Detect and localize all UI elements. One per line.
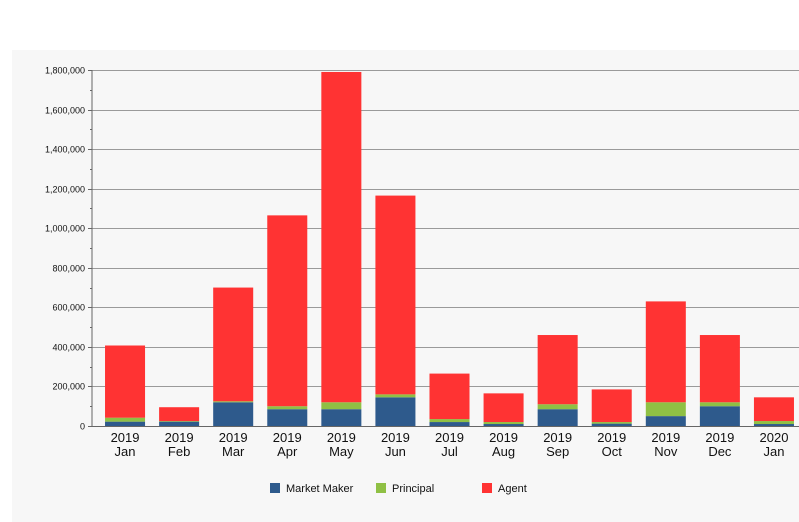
bar-segment xyxy=(321,402,362,410)
bar-segment xyxy=(429,373,470,420)
bar-segment xyxy=(375,195,416,395)
bar-segment xyxy=(267,406,308,410)
bar-segment xyxy=(483,422,524,425)
bar-segment xyxy=(645,301,686,403)
y-tick-label: 600,000 xyxy=(52,303,85,313)
x-axis: 2019Jan2019Feb2019Mar2019Apr2019May2019J… xyxy=(111,430,789,459)
legend-swatch xyxy=(482,483,492,493)
legend-label: Market Maker xyxy=(286,483,354,495)
x-tick-label-month: Apr xyxy=(277,444,298,459)
x-tick-label-year: 2019 xyxy=(327,430,356,445)
y-tick-label: 1,000,000 xyxy=(45,224,85,234)
x-tick-label-year: 2019 xyxy=(219,430,248,445)
bar-segment xyxy=(537,409,578,426)
bar-segment xyxy=(105,345,146,418)
bar-segment xyxy=(645,416,686,426)
bar-segment xyxy=(753,397,794,422)
bar-segment xyxy=(483,424,524,426)
bars xyxy=(105,71,794,426)
legend: Market Maker Principal Agent xyxy=(270,483,527,495)
y-tick-label: 1,800,000 xyxy=(45,66,85,76)
bar-segment xyxy=(105,417,146,422)
gridlines xyxy=(92,70,799,427)
x-tick-label-year: 2019 xyxy=(381,430,410,445)
x-tick-label-year: 2019 xyxy=(273,430,302,445)
x-tick-label-year: 2019 xyxy=(543,430,572,445)
y-tick-label: 200,000 xyxy=(52,382,85,392)
x-tick-label-month: Mar xyxy=(222,444,245,459)
bar-segment xyxy=(699,406,740,426)
x-tick-label-month: Nov xyxy=(654,444,678,459)
x-tick-label-year: 2020 xyxy=(760,430,789,445)
bar-segment xyxy=(537,335,578,405)
x-tick-label-month: Jul xyxy=(441,444,458,459)
bar-segment xyxy=(321,71,362,403)
legend-label: Agent xyxy=(498,483,527,495)
x-tick-label-month: Sep xyxy=(546,444,569,459)
y-tick-label: 800,000 xyxy=(52,264,85,274)
bar-segment xyxy=(429,422,470,426)
bar-segment xyxy=(699,402,740,407)
bar-segment xyxy=(645,402,686,417)
bar-segment xyxy=(321,409,362,426)
legend-swatch xyxy=(270,483,280,493)
bar-segment xyxy=(267,409,308,426)
x-tick-label-year: 2019 xyxy=(489,430,518,445)
bar-segment xyxy=(159,407,200,422)
bar-segment xyxy=(267,215,308,407)
bar-segment xyxy=(159,421,200,426)
bar-segment xyxy=(537,404,578,410)
x-tick-label-month: Aug xyxy=(492,444,515,459)
y-tick-label: 1,200,000 xyxy=(45,185,85,195)
bar-segment xyxy=(105,421,146,426)
x-tick-label-year: 2019 xyxy=(597,430,626,445)
y-tick-label: 1,400,000 xyxy=(45,145,85,155)
x-tick-label-month: Feb xyxy=(168,444,190,459)
bar-segment xyxy=(591,389,632,423)
x-tick-label-month: Oct xyxy=(602,444,623,459)
bar-segment xyxy=(591,423,632,426)
x-tick-label-month: Jan xyxy=(115,444,136,459)
x-tick-label-month: Dec xyxy=(708,444,732,459)
legend-swatch xyxy=(376,483,386,493)
y-axis: 0 200,000 400,000 600,000 800,000 1,000,000 1,… xyxy=(45,66,93,432)
bar-segment xyxy=(159,421,200,422)
legend-label: Principal xyxy=(392,483,434,495)
bar-segment xyxy=(699,335,740,403)
bar-segment xyxy=(753,421,794,425)
bar-segment xyxy=(375,397,416,426)
bar-segment xyxy=(375,394,416,398)
bar-segment xyxy=(483,393,524,423)
x-tick-label-year: 2019 xyxy=(435,430,464,445)
x-tick-label-month: May xyxy=(329,444,354,459)
bar-segment xyxy=(753,424,794,426)
bar-segment xyxy=(591,422,632,424)
x-tick-label-year: 2019 xyxy=(111,430,140,445)
bar-segment xyxy=(213,402,254,426)
x-tick-label-month: Jun xyxy=(385,444,406,459)
x-tick-label-year: 2019 xyxy=(165,430,194,445)
y-tick-label: 1,600,000 xyxy=(45,106,85,116)
bar-segment xyxy=(429,419,470,423)
x-tick-label-month: Jan xyxy=(763,444,784,459)
bar-segment xyxy=(213,287,254,402)
y-tick-label: 0 xyxy=(80,422,85,432)
y-tick-label: 400,000 xyxy=(52,343,85,353)
x-tick-label-year: 2019 xyxy=(651,430,680,445)
bar-segment xyxy=(213,401,254,403)
x-tick-label-year: 2019 xyxy=(705,430,734,445)
